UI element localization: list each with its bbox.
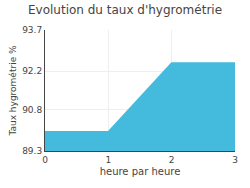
svg-text:0: 0 — [42, 155, 48, 165]
svg-text:92.2: 92.2 — [22, 66, 42, 76]
svg-text:89.3: 89.3 — [22, 146, 42, 156]
svg-text:93.7: 93.7 — [22, 25, 42, 35]
svg-text:90.8: 90.8 — [22, 105, 42, 115]
svg-text:1: 1 — [105, 155, 111, 165]
svg-text:Evolution du taux d'hygrométri: Evolution du taux d'hygrométrie — [28, 3, 222, 17]
svg-text:3: 3 — [232, 155, 238, 165]
svg-text:2: 2 — [169, 155, 175, 165]
svg-text:heure par heure: heure par heure — [100, 166, 181, 177]
svg-text:Taux hygrométrie %: Taux hygrométrie % — [8, 45, 18, 137]
